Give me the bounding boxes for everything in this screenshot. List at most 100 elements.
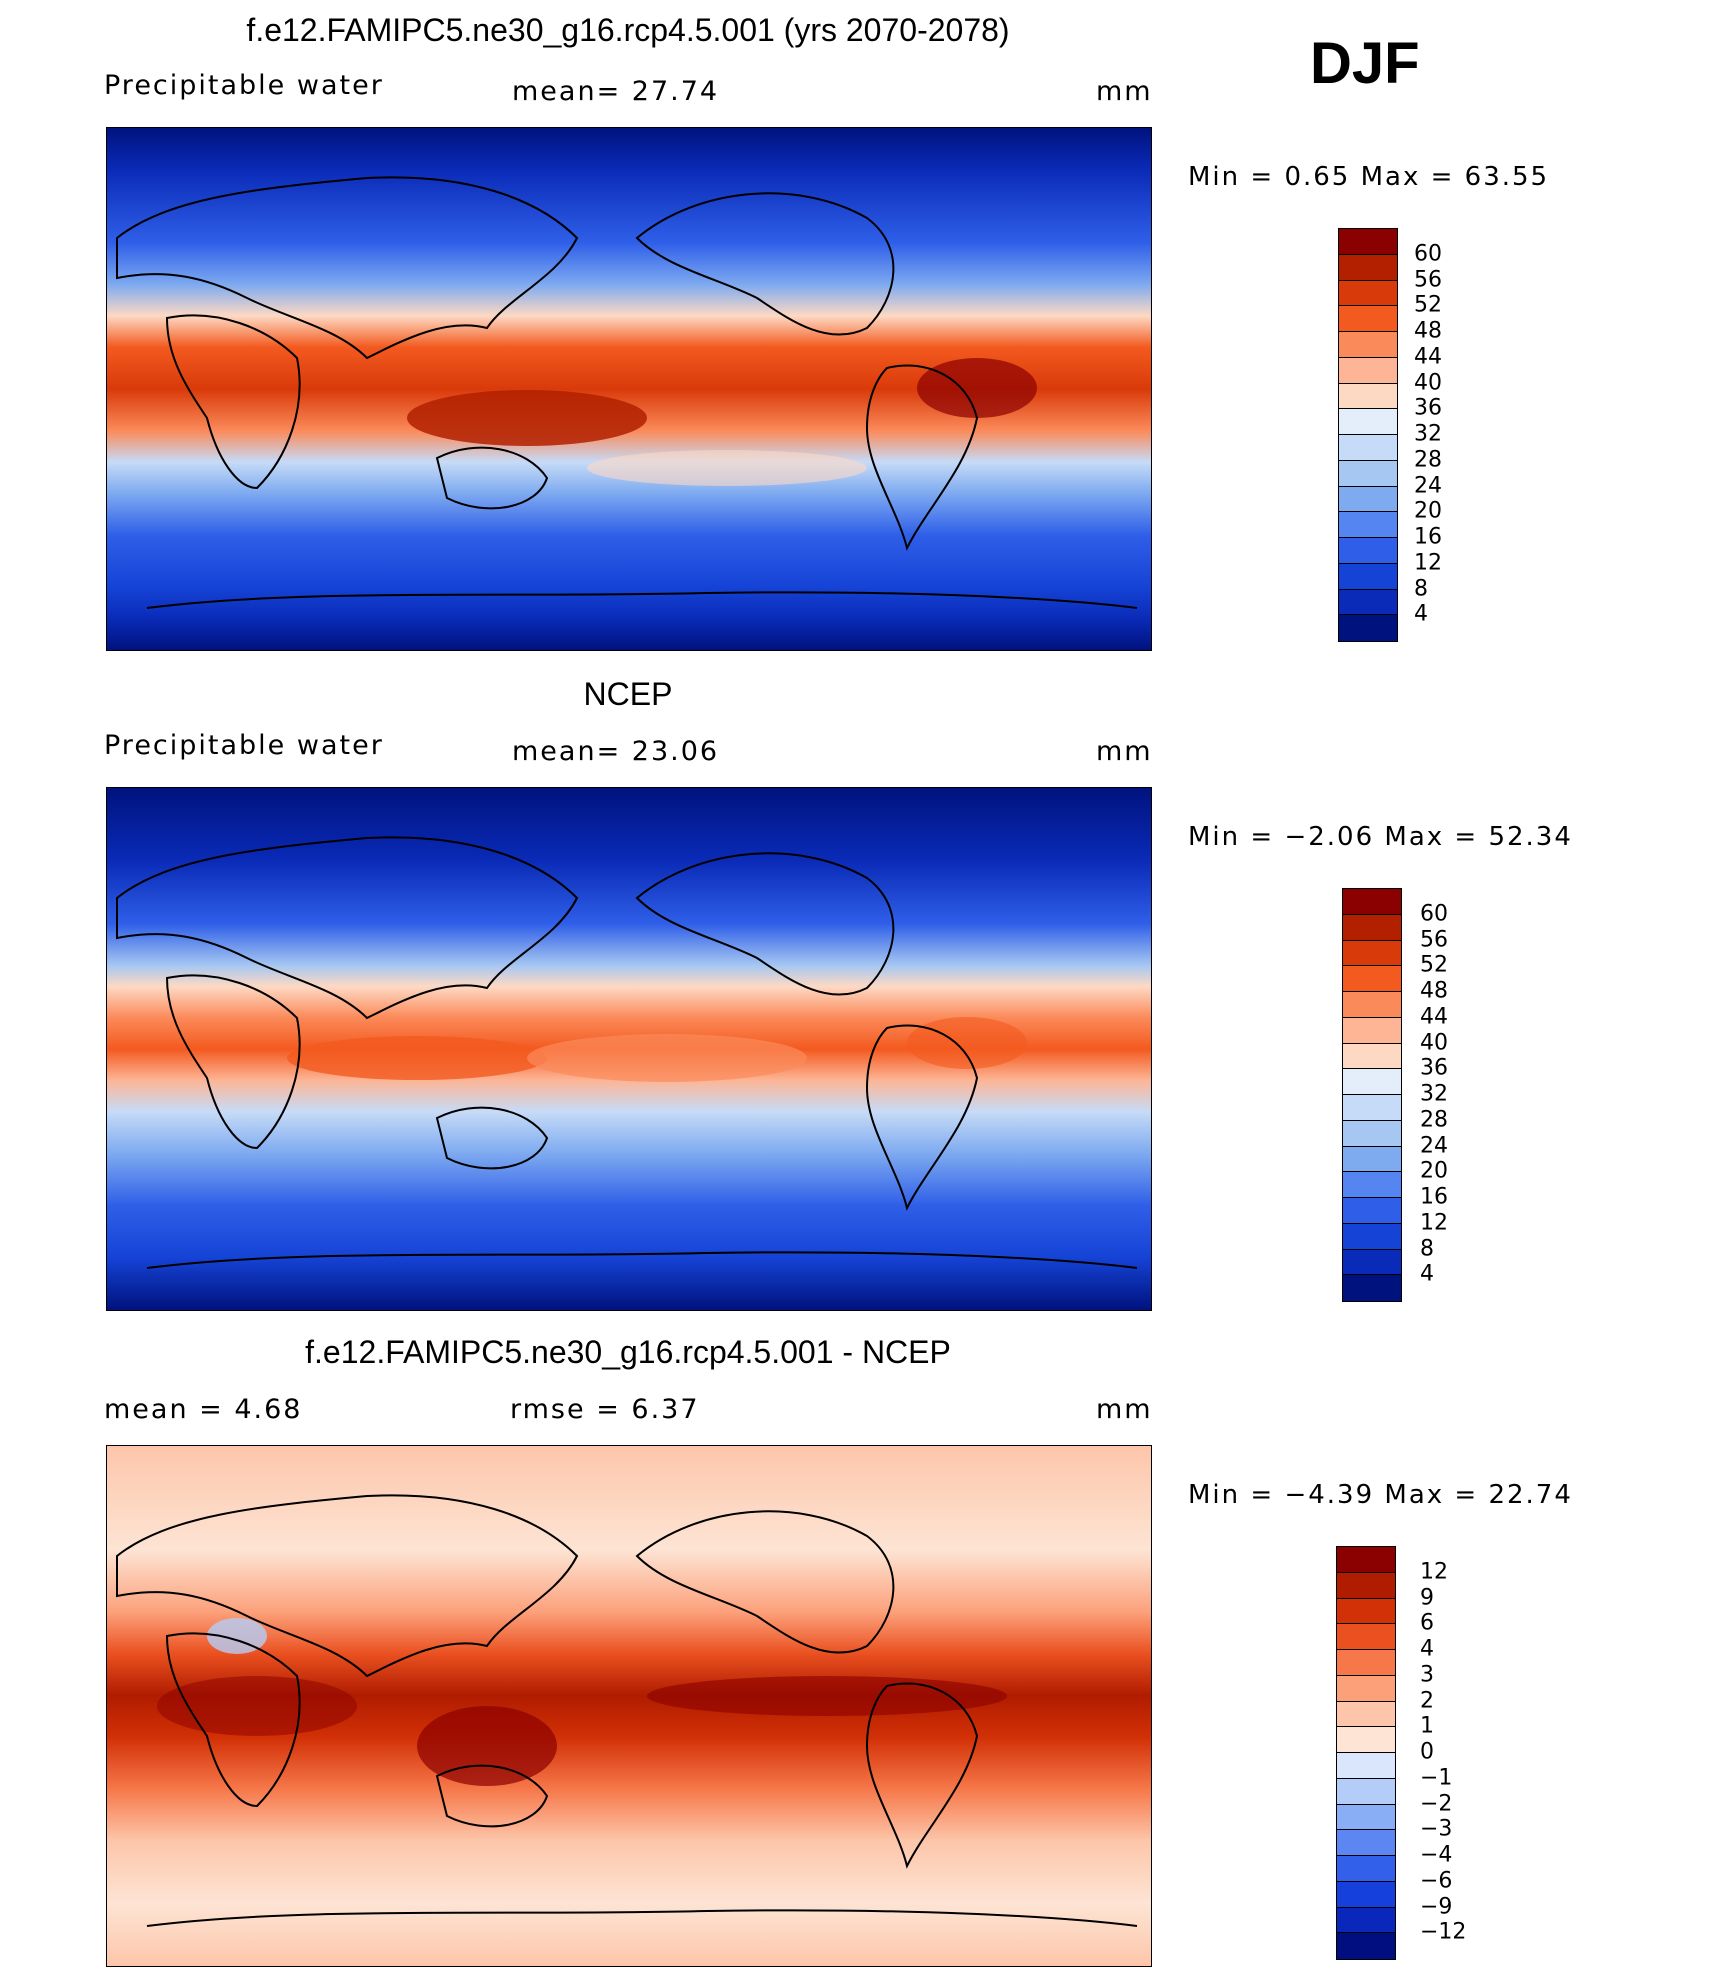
colorbar-label: 40 (1420, 1030, 1448, 1055)
colorbar-swatch (1339, 486, 1397, 513)
colorbar-label: 56 (1414, 267, 1442, 292)
colorbar-label: 12 (1420, 1559, 1448, 1585)
colorbar-swatch (1339, 383, 1397, 410)
colorbar-swatch (1339, 615, 1397, 641)
panel-1-colorbar (1338, 228, 1398, 642)
colorbar-label: −1 (1420, 1765, 1453, 1791)
colorbar-swatch (1337, 1907, 1395, 1934)
panel-2-title: NCEP (583, 676, 673, 712)
colorbar-label: 40 (1414, 370, 1442, 395)
colorbar-label: 3 (1420, 1662, 1434, 1688)
colorbar-swatch (1339, 229, 1397, 255)
colorbar-label: 32 (1414, 421, 1442, 447)
panel-3-mean: mean = 4.68 (104, 1394, 303, 1425)
colorbar-swatch (1339, 332, 1397, 358)
panel-3-title: f.e12.FAMIPC5.ne30_g16.rcp4.5.001 - NCEP (305, 1334, 951, 1370)
panel-3-colorbar-labels: 12 9 6 4 3 2 1 0 −1 −2 −3 −4 −6 −9 −12 (1420, 1546, 1500, 1960)
panel-3-units: mm (1096, 1394, 1153, 1425)
panel-1-mean: mean= 27.74 (512, 76, 720, 107)
colorbar-swatch (1343, 1198, 1401, 1224)
colorbar-swatch (1339, 538, 1397, 564)
colorbar-swatch (1339, 435, 1397, 461)
colorbar-label: 2 (1420, 1688, 1434, 1713)
colorbar-label: −3 (1420, 1816, 1453, 1842)
colorbar-label: 20 (1414, 498, 1442, 524)
colorbar-label: 8 (1420, 1236, 1434, 1261)
colorbar-swatch (1343, 914, 1401, 941)
colorbar-swatch (1337, 1572, 1395, 1599)
colorbar-label: 32 (1420, 1081, 1448, 1107)
colorbar-swatch (1337, 1701, 1395, 1728)
colorbar-label: 36 (1420, 1055, 1448, 1081)
colorbar-swatch (1343, 992, 1401, 1018)
panel-3-rmse: rmse = 6.37 (510, 1394, 700, 1425)
colorbar-swatch (1337, 1804, 1395, 1831)
colorbar-swatch (1339, 460, 1397, 487)
colorbar-swatch (1337, 1881, 1395, 1908)
colorbar-label: 0 (1420, 1739, 1434, 1765)
colorbar-swatch (1337, 1933, 1395, 1959)
colorbar-label: 6 (1420, 1610, 1434, 1636)
colorbar-label: 56 (1420, 927, 1448, 952)
colorbar-swatch (1343, 1249, 1401, 1276)
colorbar-label: 16 (1414, 524, 1442, 550)
colorbar-label: 28 (1414, 447, 1442, 473)
colorbar-swatch (1337, 1675, 1395, 1702)
colorbar-swatch (1337, 1753, 1395, 1779)
colorbar-swatch (1337, 1727, 1395, 1753)
colorbar-swatch (1337, 1598, 1395, 1625)
colorbar-swatch (1343, 889, 1401, 915)
colorbar-swatch (1343, 1120, 1401, 1147)
colorbar-swatch (1339, 254, 1397, 281)
colorbar-label: 4 (1420, 1636, 1434, 1662)
colorbar-label: 60 (1414, 241, 1442, 267)
colorbar-swatch (1339, 512, 1397, 538)
panel-2-colorbar-labels: 60 56 52 48 44 40 36 32 28 24 20 16 12 8 4 (1420, 888, 1500, 1302)
colorbar-swatch (1343, 1275, 1401, 1301)
colorbar-label: −4 (1420, 1842, 1453, 1868)
season-label: DJF (1310, 31, 1420, 96)
colorbar-swatch (1343, 1172, 1401, 1198)
panel-1-map (106, 127, 1152, 651)
colorbar-swatch (1343, 1043, 1401, 1070)
panel-3-minmax: Min = −4.39 Max = 22.74 (1188, 1480, 1573, 1510)
colorbar-label: 12 (1414, 550, 1442, 576)
colorbar-label: −12 (1420, 1919, 1467, 1945)
colorbar-label: 48 (1420, 978, 1448, 1004)
colorbar-swatch (1343, 1095, 1401, 1121)
panel-2-mean: mean= 23.06 (512, 736, 720, 767)
colorbar-label: 24 (1420, 1133, 1448, 1158)
colorbar-label: −2 (1420, 1791, 1453, 1816)
colorbar-label: 44 (1420, 1004, 1448, 1030)
colorbar-label: 52 (1414, 292, 1442, 318)
colorbar-label: 4 (1420, 1261, 1434, 1287)
panel-1-field-name: Precipitable water (104, 70, 384, 101)
colorbar-swatch (1343, 1069, 1401, 1095)
panel-2-field-name: Precipitable water (104, 730, 384, 761)
panel-2-minmax: Min = −2.06 Max = 52.34 (1188, 822, 1573, 852)
colorbar-swatch (1339, 589, 1397, 616)
colorbar-swatch (1337, 1624, 1395, 1650)
panel-3-map (106, 1445, 1152, 1967)
colorbar-label: 16 (1420, 1184, 1448, 1210)
colorbar-label: 48 (1414, 318, 1442, 344)
colorbar-swatch (1343, 1146, 1401, 1173)
panel-2-map (106, 787, 1152, 1311)
panel-1-colorbar-labels: 60 56 52 48 44 40 36 32 28 24 20 16 12 8 4 (1414, 228, 1494, 642)
colorbar-swatch (1337, 1856, 1395, 1882)
colorbar-swatch (1339, 280, 1397, 307)
colorbar-swatch (1337, 1830, 1395, 1856)
colorbar-label: 20 (1420, 1158, 1448, 1184)
colorbar-swatch (1337, 1650, 1395, 1676)
colorbar-swatch (1337, 1547, 1395, 1573)
colorbar-swatch (1339, 409, 1397, 435)
colorbar-label: 12 (1420, 1210, 1448, 1236)
panel-1-title: f.e12.FAMIPC5.ne30_g16.rcp4.5.001 (yrs 2… (246, 12, 1010, 48)
panel-2-colorbar (1342, 888, 1402, 1302)
colorbar-label: 28 (1420, 1107, 1448, 1133)
colorbar-label: −6 (1420, 1868, 1453, 1894)
colorbar-swatch (1337, 1778, 1395, 1805)
panel-3-colorbar (1336, 1546, 1396, 1960)
panel-2-units: mm (1096, 736, 1153, 767)
colorbar-label: 52 (1420, 952, 1448, 978)
